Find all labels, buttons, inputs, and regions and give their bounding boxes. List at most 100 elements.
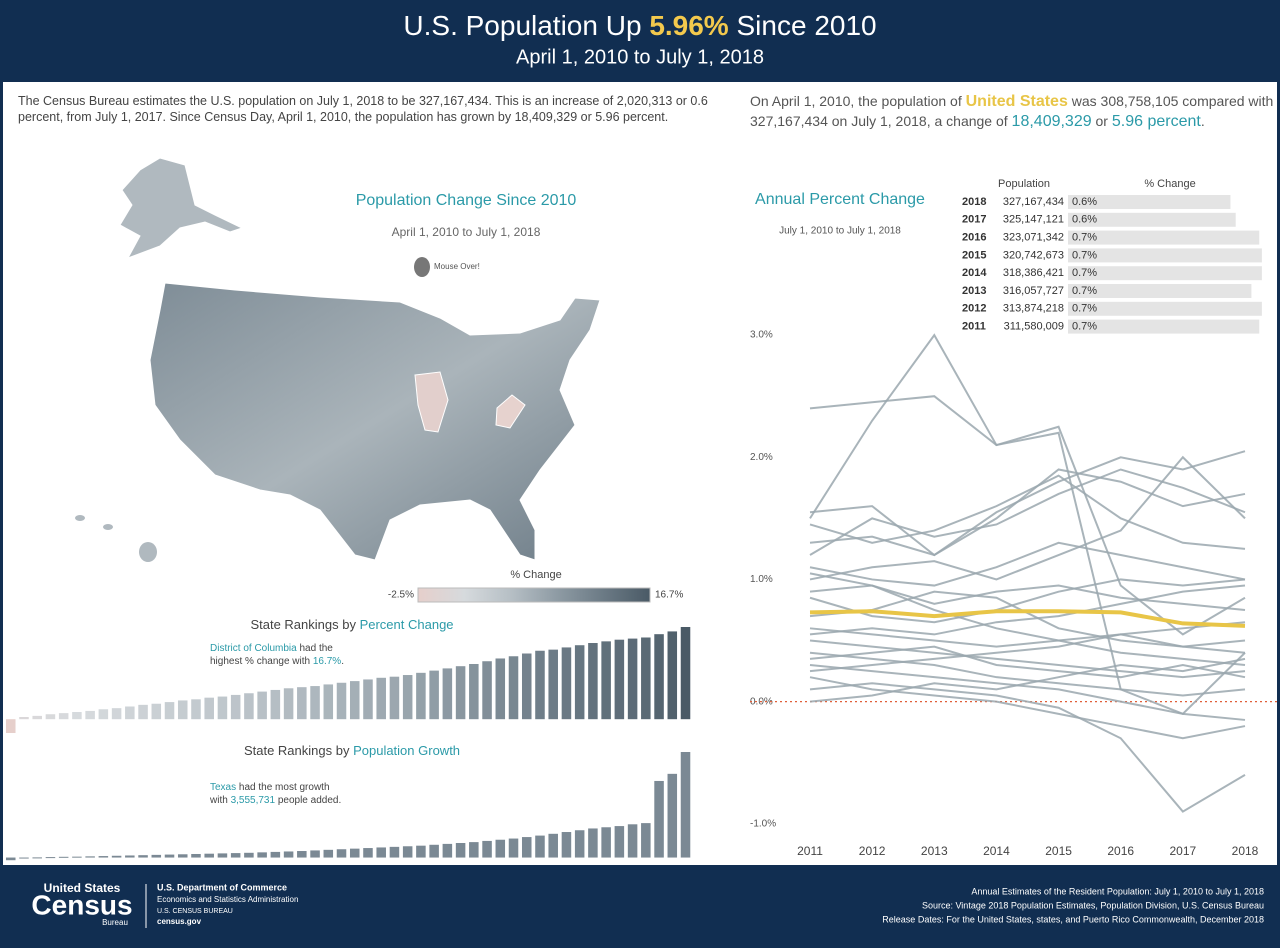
bar[interactable] (508, 656, 519, 720)
bar[interactable] (297, 851, 307, 858)
state-line[interactable] (809, 584, 1246, 611)
bar[interactable] (125, 855, 135, 858)
bar[interactable] (111, 708, 122, 720)
state-line[interactable] (809, 468, 1246, 556)
bar[interactable] (641, 637, 651, 720)
bar[interactable] (164, 854, 175, 858)
bar[interactable] (310, 686, 320, 720)
bar[interactable] (72, 856, 82, 858)
bar[interactable] (548, 833, 558, 858)
state-line[interactable] (809, 621, 1246, 673)
bar[interactable] (191, 699, 201, 720)
bar[interactable] (402, 675, 413, 720)
state-line[interactable] (809, 578, 1246, 624)
state-line[interactable] (809, 676, 1246, 740)
bar[interactable] (5, 719, 16, 733)
bar[interactable] (561, 647, 572, 720)
bar[interactable] (416, 845, 426, 858)
bar[interactable] (389, 846, 400, 858)
state-line[interactable] (809, 584, 1246, 636)
bar[interactable] (45, 857, 56, 859)
bar[interactable] (667, 631, 678, 720)
bar[interactable] (164, 702, 175, 720)
state-line[interactable] (809, 541, 1246, 587)
state-line[interactable] (809, 450, 1246, 557)
state-line[interactable] (809, 663, 1246, 721)
state-line[interactable] (809, 682, 1246, 813)
bar[interactable] (349, 681, 360, 720)
hawaii[interactable] (103, 524, 113, 530)
bar[interactable] (297, 687, 307, 720)
bar[interactable] (58, 713, 69, 720)
bar[interactable] (283, 851, 294, 858)
hawaii[interactable] (75, 515, 85, 521)
bar[interactable] (402, 846, 413, 858)
bar[interactable] (627, 638, 638, 720)
bar[interactable] (230, 853, 241, 858)
bar[interactable] (323, 849, 334, 858)
bar[interactable] (535, 650, 545, 720)
state-line[interactable] (809, 333, 1246, 715)
bar[interactable] (98, 856, 109, 858)
state-line[interactable] (809, 657, 1246, 703)
bar[interactable] (442, 668, 453, 720)
bar[interactable] (601, 641, 611, 720)
state[interactable] (414, 371, 449, 433)
bar[interactable] (376, 677, 386, 720)
bar[interactable] (270, 689, 281, 720)
state-line[interactable] (809, 651, 1246, 697)
bar[interactable] (495, 839, 506, 858)
bar[interactable] (151, 854, 162, 858)
bar[interactable] (376, 847, 386, 858)
bar[interactable] (469, 663, 479, 720)
bar[interactable] (32, 715, 42, 720)
bar[interactable] (244, 693, 254, 720)
bar[interactable] (363, 848, 373, 858)
bar[interactable] (614, 826, 625, 858)
bar[interactable] (455, 843, 466, 858)
bar[interactable] (588, 828, 598, 858)
bar[interactable] (138, 855, 148, 858)
bar[interactable] (508, 838, 519, 858)
hawaii[interactable] (139, 542, 157, 562)
bar[interactable] (654, 634, 664, 720)
bar[interactable] (614, 639, 625, 720)
bar[interactable] (323, 684, 334, 720)
bar[interactable] (217, 696, 228, 720)
highlight-line[interactable] (809, 609, 1246, 628)
bar[interactable] (204, 853, 214, 858)
bar[interactable] (336, 682, 347, 720)
bar[interactable] (548, 649, 558, 720)
state-line[interactable] (809, 572, 1246, 648)
bar[interactable] (495, 658, 506, 720)
bar[interactable] (469, 842, 479, 858)
bar[interactable] (521, 837, 532, 858)
bar[interactable] (244, 852, 254, 858)
bar[interactable] (19, 857, 29, 859)
bar[interactable] (363, 679, 373, 720)
state-line[interactable] (809, 645, 1246, 679)
bar[interactable] (482, 840, 492, 858)
bar[interactable] (111, 855, 122, 858)
bar[interactable] (32, 857, 42, 859)
alaska[interactable] (119, 157, 244, 259)
bar[interactable] (138, 704, 148, 720)
bar[interactable] (257, 691, 267, 720)
bar[interactable] (5, 857, 16, 861)
bar[interactable] (85, 710, 95, 720)
map[interactable] (75, 157, 601, 562)
bar[interactable] (429, 844, 439, 858)
state-line[interactable] (809, 627, 1246, 666)
lower-48[interactable] (149, 282, 601, 561)
bar[interactable] (349, 848, 360, 858)
bar[interactable] (680, 752, 691, 858)
state-line[interactable] (809, 395, 1246, 636)
bar[interactable] (19, 716, 29, 720)
bar[interactable] (627, 824, 638, 858)
state-line[interactable] (809, 455, 1246, 581)
bar[interactable] (442, 843, 453, 858)
bar[interactable] (98, 709, 109, 720)
bar[interactable] (217, 853, 228, 858)
bar[interactable] (283, 688, 294, 720)
bar[interactable] (667, 773, 678, 858)
